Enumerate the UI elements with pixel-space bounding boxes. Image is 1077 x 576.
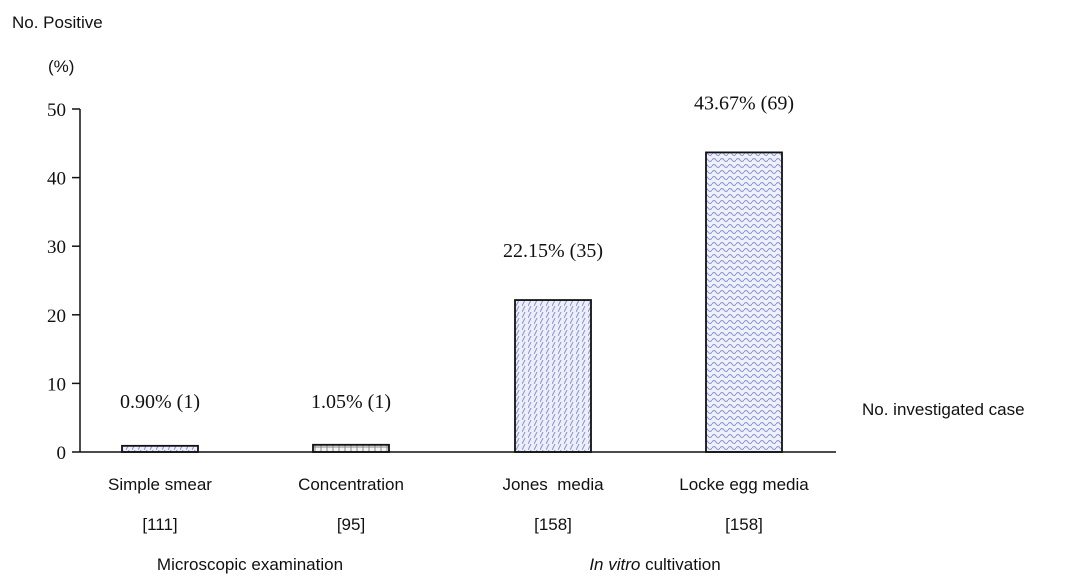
y-tick-label: 0 [57, 443, 67, 464]
bar-data-label: 22.15% (35) [503, 240, 603, 262]
y-tick-label: 50 [47, 100, 66, 121]
y-axis-label-line2: (%) [48, 57, 74, 76]
group-label-in-vitro-italic: In vitro [589, 555, 640, 574]
y-tick-label: 30 [47, 237, 66, 258]
category-label: Simple smear [108, 475, 212, 494]
group-label-in-vitro: In vitro cultivation [589, 555, 720, 574]
group-label-in-vitro-text: cultivation [640, 555, 720, 574]
y-tick-label: 10 [47, 374, 66, 395]
y-tick-label: 40 [47, 169, 66, 190]
right-label-no-investigated-case: No. investigated case [862, 400, 1025, 419]
bar-data-label: 0.90% (1) [120, 391, 200, 413]
category-label: Locke egg media [679, 475, 809, 494]
bar-data-label: 1.05% (1) [311, 391, 391, 413]
case-count-label: [158] [725, 515, 763, 534]
y-axis-label-line1: No. Positive [12, 13, 103, 32]
bar [705, 151, 783, 453]
case-count-label: [95] [337, 515, 365, 534]
case-count-label: [158] [534, 515, 572, 534]
category-label: Jones media [502, 475, 604, 494]
case-count-label: [111] [142, 515, 177, 534]
bar-data-label: 43.67% (69) [694, 92, 794, 114]
bar [121, 444, 199, 453]
bar [514, 299, 592, 453]
group-label-microscopic-text: Microscopic examination [157, 555, 343, 574]
bar [312, 443, 390, 453]
category-label: Concentration [298, 475, 404, 494]
y-tick-label: 20 [47, 306, 66, 327]
group-label-microscopic: Microscopic examination [157, 555, 343, 574]
